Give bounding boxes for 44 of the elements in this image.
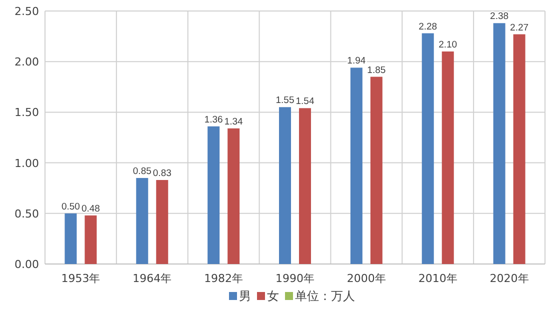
y-tick-label: 0.50 <box>14 207 39 220</box>
data-label: 1.54 <box>296 96 314 108</box>
x-tick-label: 1953年 <box>61 272 100 285</box>
x-tick-label: 1982年 <box>204 272 244 285</box>
data-label: 0.83 <box>152 168 172 180</box>
bar <box>422 33 434 264</box>
y-tick-label: 1.00 <box>14 156 39 170</box>
x-tick-label: 2020年 <box>490 272 529 285</box>
x-tick-label: 1964年 <box>132 272 172 285</box>
bar <box>84 215 97 264</box>
bar <box>208 126 220 264</box>
bar <box>493 23 506 264</box>
data-label: 1.36 <box>204 114 223 126</box>
bar <box>156 180 168 264</box>
data-label: 1.85 <box>367 64 386 76</box>
bar <box>228 128 240 264</box>
x-tick-label: 2010年 <box>418 272 458 285</box>
y-tick-label: 2.50 <box>14 5 39 18</box>
data-label: 2.27 <box>510 22 529 34</box>
y-tick-label: 2.00 <box>14 56 39 69</box>
bar <box>350 68 362 264</box>
data-label: 0.85 <box>132 166 152 177</box>
data-label: 1.34 <box>224 116 243 128</box>
data-label: 0.48 <box>81 203 100 214</box>
legend-label: 单位：万人 <box>295 289 355 303</box>
bar <box>513 34 526 264</box>
data-label: 2.28 <box>418 21 438 32</box>
bar <box>136 178 148 264</box>
bar <box>299 108 311 264</box>
bar <box>370 76 382 264</box>
x-tick-label: 1990年 <box>276 272 314 285</box>
legend-label: 男 <box>239 289 251 303</box>
y-tick-label: 0.00 <box>14 258 39 271</box>
bar <box>64 213 77 264</box>
data-label: 2.38 <box>490 11 509 22</box>
data-label: 1.55 <box>276 95 294 106</box>
x-tick-label: 2000年 <box>346 272 386 285</box>
data-label: 2.10 <box>438 39 458 50</box>
bar <box>279 107 291 264</box>
data-label: 0.50 <box>61 201 80 212</box>
legend-label: 女 <box>267 289 279 303</box>
y-tick-label: 1.50 <box>14 106 39 120</box>
data-label: 1.94 <box>347 56 366 67</box>
bar <box>442 51 454 264</box>
